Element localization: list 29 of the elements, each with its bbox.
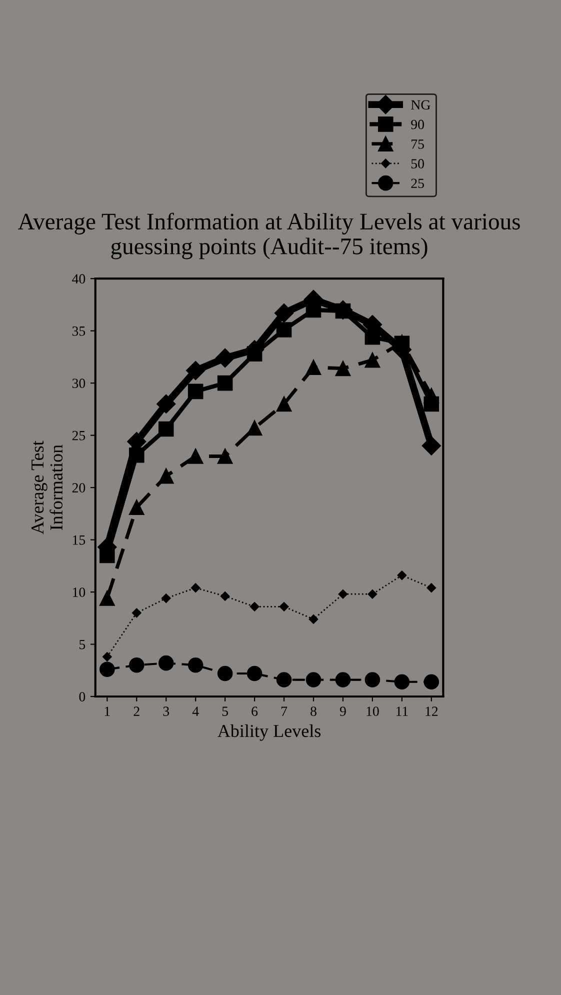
x-tick-label: 1 <box>104 706 110 716</box>
x-tick-label: 7 <box>281 706 288 716</box>
x-axis-title: Ability Levels <box>218 724 321 741</box>
x-tick-label: 4 <box>192 706 199 716</box>
legend-label: 90 <box>411 120 424 130</box>
x-tick-label: 12 <box>426 706 438 716</box>
legend-label: 50 <box>411 159 424 168</box>
x-tick-label: 10 <box>366 706 379 716</box>
x-tick-label: 2 <box>134 706 140 716</box>
y-tick-label: 15 <box>72 535 86 545</box>
legend-label: 75 <box>412 140 424 149</box>
legend-label: 25 <box>411 178 424 188</box>
y-tick-label: 20 <box>72 483 86 493</box>
x-tick-label: 9 <box>340 706 346 716</box>
y-axis-title: Average Test Information <box>32 440 63 534</box>
legend-label: NG <box>411 100 430 110</box>
y-tick-label: 40 <box>72 274 86 284</box>
y-tick-label: 0 <box>79 692 86 702</box>
x-tick-label: 6 <box>252 706 258 716</box>
x-tick-label: 5 <box>222 706 228 716</box>
chart-title: Average Test Information at Ability Levels at various guessing points (Audit--75 items) <box>18 212 520 260</box>
y-tick-label: 10 <box>72 588 86 597</box>
y-tick-label: 35 <box>72 326 86 336</box>
y-tick-label: 25 <box>72 430 86 440</box>
x-tick-label: 11 <box>396 706 408 716</box>
x-tick-label: 8 <box>310 706 316 716</box>
x-tick-label: 3 <box>163 706 170 716</box>
y-tick-label: 5 <box>80 640 86 650</box>
y-tick-label: 30 <box>72 378 86 388</box>
